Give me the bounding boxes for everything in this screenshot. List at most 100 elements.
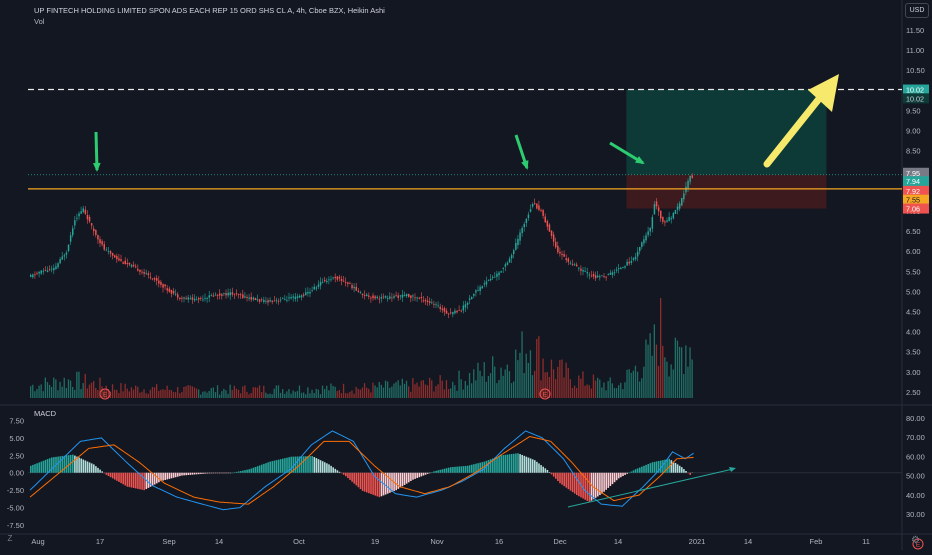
candle-body (72, 228, 74, 236)
zoom-reset-button[interactable]: Z (7, 534, 13, 543)
macd-histogram-bar (82, 459, 85, 473)
volume-bar (145, 393, 147, 398)
candle-body (515, 242, 517, 250)
macd-histogram-bar (473, 464, 475, 473)
volume-bar (416, 382, 418, 398)
macd-histogram-bar (460, 466, 463, 473)
volume-bar (540, 380, 542, 398)
volume-bar (603, 382, 605, 398)
volume-bar (44, 377, 46, 398)
gear-icon[interactable]: ⚙ (911, 535, 920, 546)
candle-body (162, 284, 164, 288)
volume-bar (57, 390, 59, 398)
candle-body (128, 262, 131, 265)
time-tick-label: 11 (862, 537, 870, 546)
candle-body (143, 272, 145, 274)
currency-badge[interactable]: USD (905, 3, 929, 18)
volume-bar (139, 392, 141, 398)
candle-body (97, 235, 99, 240)
candle-body (324, 279, 326, 282)
macd-histogram-bar (172, 472, 175, 478)
macd-histogram-bar (571, 472, 574, 493)
macd-histogram-bar (90, 463, 93, 473)
candle-body (481, 286, 483, 289)
macd-histogram-bar (111, 472, 114, 479)
candle-body (307, 291, 309, 294)
volume-bar (277, 385, 280, 398)
candle-body (559, 251, 561, 254)
macd-histogram-bar (611, 472, 614, 485)
candle-body (374, 296, 376, 299)
macd-histogram-bar (158, 472, 160, 483)
candle-body (265, 300, 267, 302)
time-tick-label: 17 (96, 537, 104, 546)
candle-body (618, 268, 620, 269)
candle-body (59, 258, 61, 264)
macd-histogram-bar (256, 466, 259, 473)
macd-histogram-bar (128, 472, 131, 488)
volume-bar (538, 336, 540, 398)
volume-bar (447, 389, 450, 398)
volume-bar (187, 385, 189, 398)
candle-body (231, 292, 234, 295)
volume-bar (391, 386, 393, 398)
candle-body (647, 231, 649, 235)
macd-histogram-bar (653, 461, 656, 473)
macd-histogram-bar (183, 472, 185, 476)
macd-histogram-bar (454, 466, 456, 473)
candle-body (401, 294, 404, 298)
candle-body (500, 271, 502, 273)
volume-bar (269, 393, 271, 398)
volume-bar (332, 385, 334, 398)
candle-body (370, 297, 372, 299)
time-tick-label: Nov (430, 537, 444, 546)
volume-bar (321, 385, 324, 398)
volume-bar (227, 393, 229, 398)
candle-body (303, 294, 305, 296)
candle-body (193, 298, 196, 301)
candle-body (670, 218, 672, 220)
macd-histogram-bar (288, 457, 290, 473)
volume-bar (328, 390, 330, 398)
volume-bar (489, 373, 492, 398)
macd-histogram-bar (475, 463, 477, 473)
time-tick-label: 2021 (689, 537, 706, 546)
price-label-badge (903, 176, 929, 187)
volume-bar (82, 383, 84, 398)
volume-bar (615, 388, 618, 398)
candle-body (330, 279, 332, 281)
candle-body (345, 281, 347, 283)
volume-bar (384, 380, 387, 398)
volume-label: Vol (34, 17, 45, 26)
macd-histogram-bar (294, 456, 297, 473)
candle-body (590, 275, 593, 277)
candle-body (393, 296, 395, 298)
candle-body (632, 258, 635, 260)
candle-body (450, 312, 452, 314)
volume-bar (634, 365, 637, 398)
macd-histogram-bar (187, 472, 190, 476)
volume-bar (84, 373, 86, 398)
volume-bar (153, 387, 156, 398)
volume-bar (78, 371, 80, 398)
candle-body (313, 286, 315, 290)
macd-histogram-bar (336, 470, 339, 473)
candle-body (271, 300, 273, 302)
macd-histogram-bar (660, 460, 662, 473)
volume-bar (97, 390, 99, 398)
volume-bar (378, 382, 380, 398)
candle-body (605, 276, 607, 278)
volume-bar (676, 340, 679, 398)
candle-body (510, 255, 513, 259)
macd-histogram-bar (168, 472, 171, 479)
macd-histogram-bar (630, 471, 633, 473)
macd-histogram-bar (93, 464, 95, 473)
volume-bar (216, 385, 219, 398)
macd-histogram-bar (233, 472, 236, 473)
volume-bar (681, 347, 683, 398)
candle-body (496, 273, 498, 277)
candle-body (326, 280, 328, 283)
candle-body (368, 295, 370, 297)
